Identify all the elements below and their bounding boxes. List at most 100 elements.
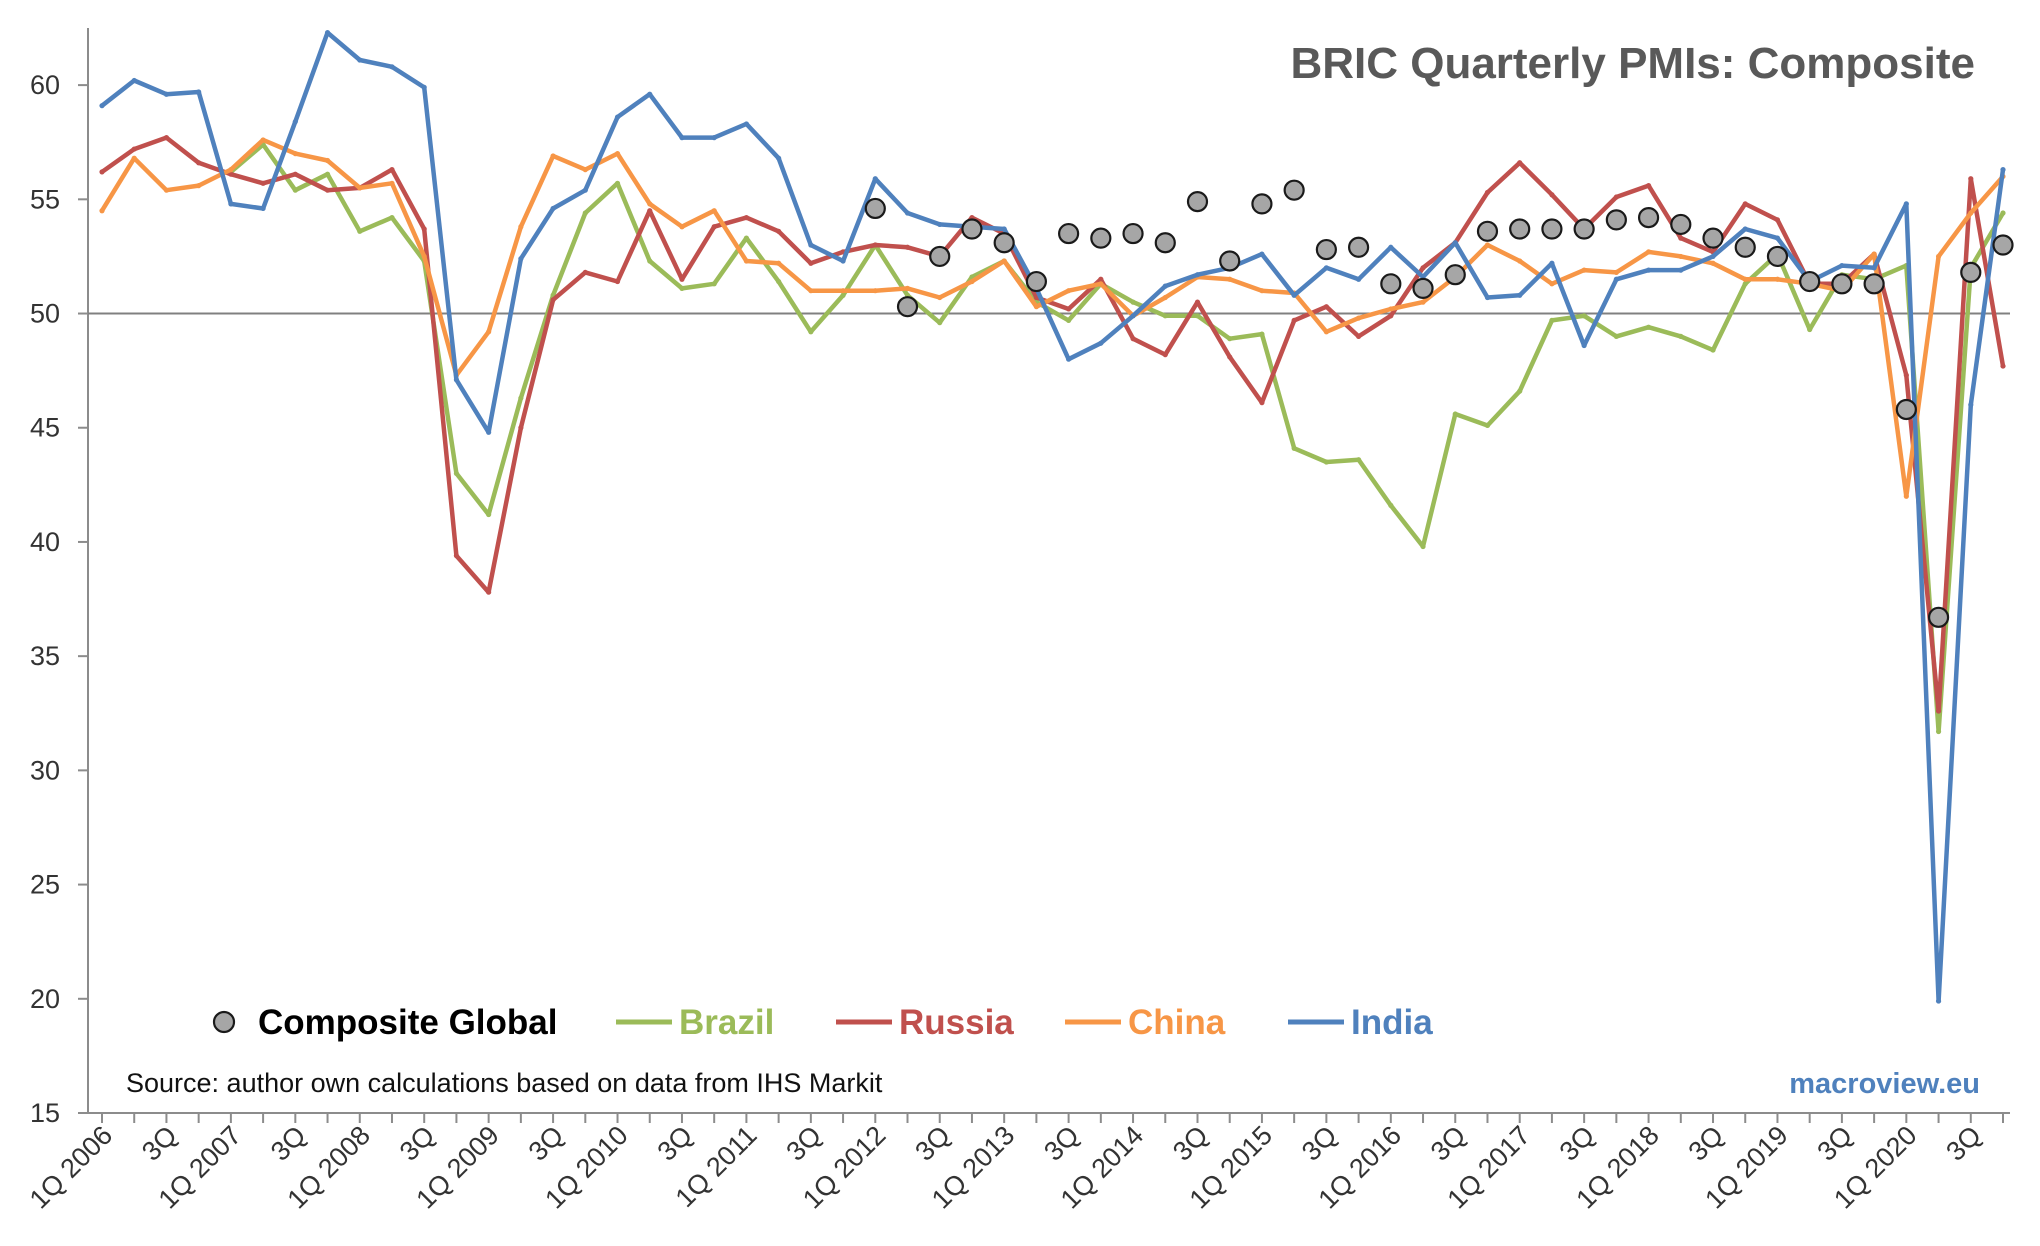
russia-data-point — [518, 425, 524, 431]
china-data-point — [1968, 210, 1974, 216]
china-data-point — [872, 288, 878, 294]
axes — [87, 28, 2010, 1114]
russia-data-point — [1613, 194, 1619, 200]
india-data-point — [1581, 342, 1587, 349]
legend-label-russia: Russia — [899, 1003, 1014, 1042]
brazil-data-point — [1645, 324, 1652, 330]
brazil-data-point — [453, 470, 460, 477]
china-data-point — [550, 153, 556, 159]
russia-data-point — [1645, 183, 1652, 189]
china-data-point — [1098, 281, 1104, 287]
y-tick-label: 55 — [30, 184, 60, 214]
china-data-point — [1388, 306, 1394, 312]
brazil-data-point — [776, 278, 782, 285]
china-data-point — [1549, 281, 1555, 287]
brazil-data-point — [292, 187, 298, 193]
india-data-point — [1388, 244, 1394, 250]
china-data-point — [1774, 276, 1781, 282]
china-data-point — [486, 329, 492, 335]
india-data-point — [1742, 226, 1748, 232]
russia-data-point — [486, 589, 492, 595]
china-data-point — [1259, 288, 1265, 294]
china-data-point — [518, 224, 524, 230]
india-data-point — [292, 119, 298, 125]
composite-global-marker — [1799, 270, 1821, 293]
legend: Composite Global Brazil Russia China India — [212, 1003, 1433, 1042]
brazil-data-point — [1227, 336, 1233, 342]
russia-data-point — [647, 208, 653, 214]
composite-global-marker — [1186, 191, 1209, 213]
china-data-point — [1581, 267, 1587, 273]
brazil-data-point — [1484, 422, 1491, 429]
composite-global-marker — [1283, 179, 1305, 201]
y-tick-label: 35 — [30, 641, 60, 671]
india-data-point — [1517, 292, 1523, 298]
russia-data-point — [228, 171, 234, 177]
india-data-point — [1355, 276, 1362, 282]
brazil-data-point — [518, 395, 524, 401]
india-data-point — [614, 114, 621, 120]
y-tick-label: 20 — [30, 984, 60, 1014]
x-tick-label: 3Q — [523, 1120, 570, 1167]
brazil-data-point — [324, 171, 331, 177]
india-data-point — [163, 91, 170, 97]
china-data-point — [131, 155, 137, 161]
russia-data-point — [1355, 333, 1362, 339]
china-data-point — [1742, 276, 1748, 282]
india-data-point — [808, 242, 814, 248]
india-data-point — [776, 155, 782, 161]
brazil-data-point — [1742, 281, 1748, 287]
y-tick-label: 25 — [30, 870, 60, 900]
composite-global-marker — [961, 218, 983, 240]
composite-global-marker — [1090, 227, 1112, 249]
india-data-point — [904, 210, 911, 216]
series-lines — [99, 29, 2006, 1004]
x-tick-label: 3Q — [909, 1120, 956, 1167]
india-data-point — [1613, 276, 1619, 282]
russia-data-point — [421, 226, 427, 232]
brazil-data-point — [1517, 388, 1523, 394]
india-data-point — [711, 135, 717, 141]
china-data-point — [292, 151, 298, 157]
india-data-point — [1678, 267, 1684, 273]
composite-global-marker — [1831, 273, 1853, 295]
india-data-point — [1098, 340, 1104, 346]
china-data-point — [260, 137, 266, 143]
india-data-point — [1323, 265, 1329, 271]
x-tick-label: 1Q 2006 — [24, 1120, 118, 1214]
russia-data-point — [1903, 372, 1909, 378]
china-data-point — [1613, 269, 1619, 276]
china-data-point — [1355, 315, 1362, 321]
composite-global-marker — [1380, 273, 1402, 295]
china-data-point — [1678, 253, 1684, 260]
india-data-point — [99, 103, 105, 109]
india-data-point — [1871, 265, 1877, 271]
china-data-point — [776, 260, 782, 266]
russia-data-point — [1517, 160, 1523, 166]
brazil-data-point — [357, 228, 363, 234]
brazil-data-point — [808, 329, 814, 335]
russia-data-point — [99, 169, 105, 175]
brazil-data-point — [1066, 317, 1072, 323]
india-data-point — [228, 201, 234, 207]
india-data-point — [743, 121, 750, 127]
brazil-data-point — [679, 285, 685, 291]
russia-data-point — [131, 146, 137, 152]
india-data-point — [421, 84, 427, 90]
brazil-data-point — [1194, 313, 1201, 319]
india-data-point — [1162, 283, 1168, 289]
russia-data-point — [260, 180, 266, 186]
x-tick-label: 3Q — [1683, 1120, 1730, 1167]
india-data-point — [679, 135, 685, 141]
india-data-point — [582, 187, 588, 193]
russia-data-point — [872, 242, 878, 248]
russia-data-point — [1549, 192, 1555, 198]
russia-data-point — [1420, 265, 1426, 271]
india-data-point — [1549, 260, 1555, 266]
y-tick-label: 15 — [30, 1098, 60, 1128]
china-data-point — [1066, 288, 1072, 294]
x-tick-label: 3Q — [1038, 1120, 1085, 1167]
composite-global-marker — [1702, 227, 1724, 249]
composite-global-marker — [1960, 261, 1982, 284]
india-data-point — [840, 258, 846, 264]
